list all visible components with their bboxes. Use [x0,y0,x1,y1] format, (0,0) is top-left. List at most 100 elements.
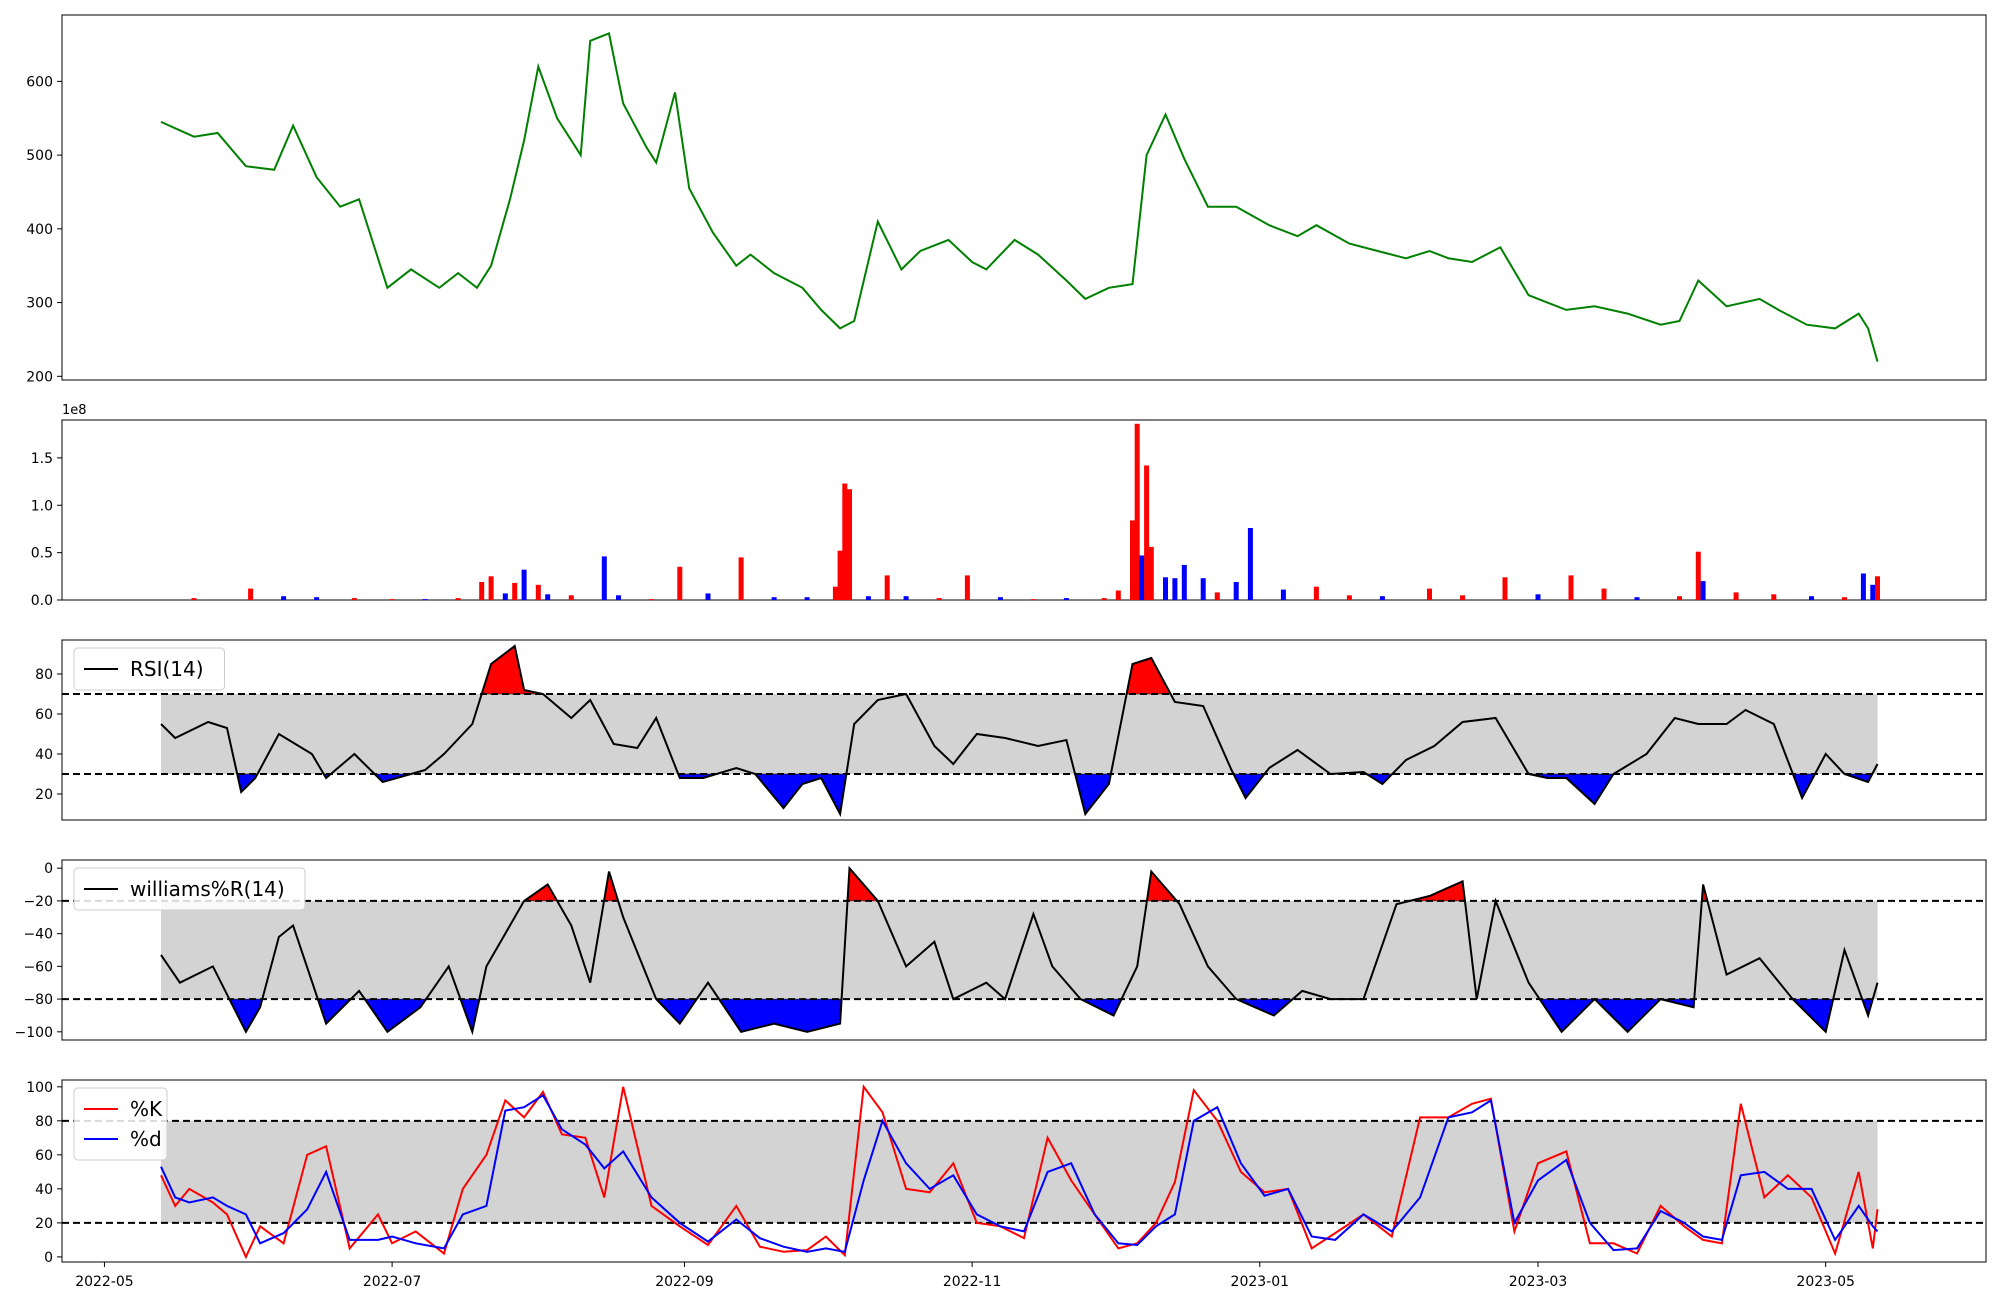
rsi-legend: RSI(14) [73,647,225,691]
volume-bar [248,588,254,600]
volume-bar [422,599,428,601]
ytick-label: −80 [23,992,53,1008]
volume-bar [1200,578,1206,600]
plot-frame [61,419,1987,601]
xtick-label: 2022-05 [75,1274,134,1290]
rsi-series-line [160,644,1879,818]
volume-bar [1502,577,1508,600]
volume-bar [771,597,777,600]
volume-bar [191,598,197,600]
volume-bar [865,596,871,600]
volume-bar [1163,577,1168,600]
volume-bar [842,483,848,600]
plot-frame [61,1079,1987,1263]
ytick-label: −60 [23,959,53,975]
volume-bar [455,598,461,600]
volume-bar [512,582,518,600]
volume-bar [1695,551,1701,600]
ytick-label: 0.0 [31,593,53,609]
williams-r-legend: williams%R(14) [73,867,306,911]
ytick-label: 20 [35,1216,53,1232]
plot-frame [61,639,1987,821]
williams-r-neutral-band [161,900,1878,1000]
legend-label: %d [130,1127,162,1151]
ytick-label: 300 [26,296,53,312]
volume-bar [1875,576,1880,600]
price-panel: 200 300 400 500 600 [26,14,1987,385]
volume-bar [1214,592,1220,600]
price-series-line [160,32,1879,362]
volume-bar [705,593,711,600]
volume-bar [1247,528,1253,600]
volume-bar [1313,586,1319,600]
legend-box [73,1087,168,1161]
legend-label: RSI(14) [130,657,204,681]
ytick-label: 0 [44,1250,53,1266]
volume-bar [1101,598,1107,600]
legend-label: %K [130,1097,163,1121]
volume-offset-text: 1e8 [62,403,87,418]
xtick-label: 2023-05 [1796,1274,1855,1290]
ytick-label: 1.0 [31,498,53,514]
ytick-label: 200 [26,369,53,385]
stochastic-series-line [160,1093,1879,1253]
ytick-label: 0.5 [31,546,53,562]
volume-bar [1733,592,1739,600]
volume-bar [521,569,527,600]
ytick-label: 600 [26,74,53,90]
ytick-label: 1.5 [31,451,53,467]
ytick-label: 40 [35,747,53,763]
volume-bar [1172,578,1178,600]
volume-bar [1677,596,1682,600]
volume-bar [884,575,890,600]
volume-bar [314,597,320,600]
volume-bar [1460,595,1466,600]
williams-r-series-line [160,865,1879,1036]
volume-bar [1568,575,1574,600]
xtick-label: 2022-11 [943,1274,1002,1290]
ytick-label: 100 [26,1080,53,1096]
ytick-label: 40 [35,1182,53,1198]
ytick-label: 80 [35,667,53,683]
volume-bar [1346,595,1352,600]
volume-bar [1700,581,1706,600]
legend-box [73,867,306,911]
volume-bar [1427,588,1432,600]
volume-bar [281,596,287,600]
volume-bar [568,595,574,600]
ytick-label: 500 [26,148,53,164]
xtick-label: 2023-03 [1509,1274,1568,1290]
volume-bar [1860,573,1866,600]
volume-bar [351,598,357,600]
volume-bar [1144,465,1150,600]
williams-r-panel: 0 −20 −40 −60 −80 −100 williams%R(14) [15,859,1987,1041]
volume-bar [1134,423,1140,600]
ytick-label: 0 [44,861,53,877]
xtick-label: 2022-07 [363,1274,422,1290]
volume-bar [677,566,683,600]
volume-bar [535,584,541,600]
rsi-panel: 20 40 60 80 RSI(14) [35,639,1987,821]
volume-bar [545,594,551,600]
volume-bar [1842,597,1847,600]
xtick-label: 2023-01 [1231,1274,1290,1290]
volume-bar [1809,596,1814,600]
shared-x-axis: 2022-05 2022-07 2022-09 2022-11 2023-01 2023-… [75,1262,1855,1290]
stochastic-legend: %K %d [73,1087,168,1161]
plot-frame [61,859,1987,1041]
xtick-label: 2022-09 [655,1274,714,1290]
ytick-label: 60 [35,1148,53,1164]
volume-bar [847,489,852,600]
ytick-label: −40 [23,927,53,943]
volume-bar [649,599,654,601]
ytick-label: 20 [35,787,53,803]
volume-bar [1063,598,1069,600]
volume-bar [601,556,607,600]
plot-frame [61,14,1987,381]
volume-bar [502,593,508,600]
stochastic-neutral-band [161,1120,1878,1223]
legend-box [73,647,225,691]
volume-bar [1634,597,1640,600]
